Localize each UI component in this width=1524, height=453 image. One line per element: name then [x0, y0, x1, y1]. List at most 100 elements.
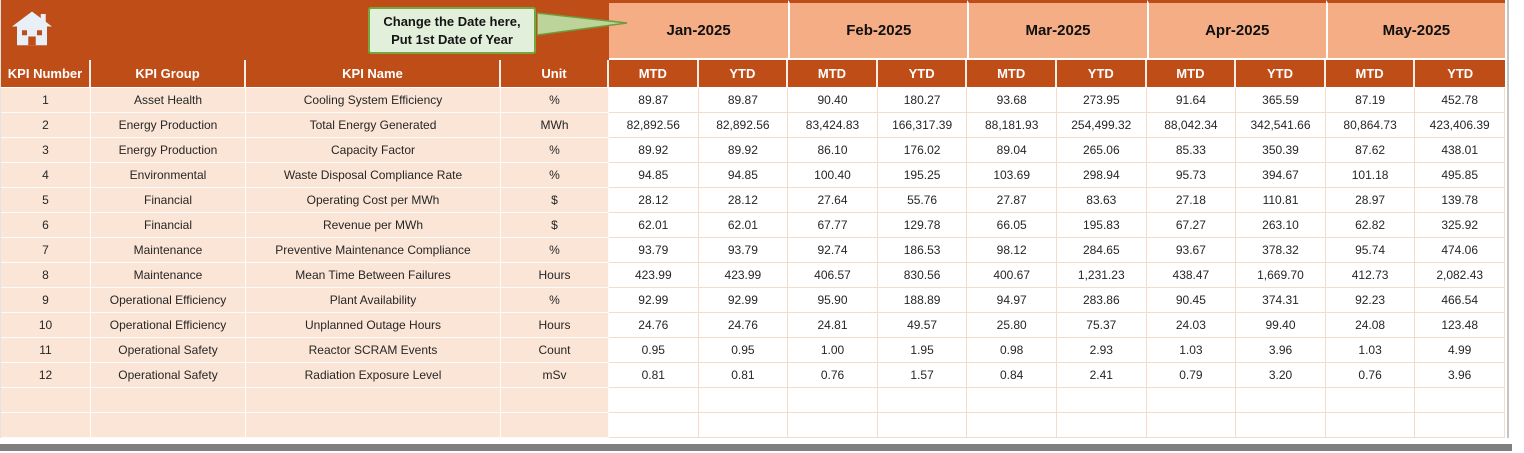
cell-value[interactable]: 94.85: [609, 163, 699, 188]
cell-value[interactable]: 89.92: [698, 138, 789, 163]
col-header-apr-ytd[interactable]: YTD: [1236, 60, 1326, 88]
cell-value[interactable]: 3.96: [1415, 363, 1505, 388]
cell-value[interactable]: 0.95: [698, 338, 789, 363]
cell-value[interactable]: 2.41: [1056, 363, 1147, 388]
cell-value[interactable]: 93.67: [1146, 238, 1237, 263]
cell-value[interactable]: 99.40: [1236, 313, 1326, 338]
cell-value[interactable]: 24.03: [1146, 313, 1237, 338]
cell-value[interactable]: 0.98: [967, 338, 1057, 363]
cell-value[interactable]: 92.99: [609, 288, 699, 313]
cell-value[interactable]: 67.27: [1146, 213, 1237, 238]
cell-value[interactable]: 1.57: [877, 363, 968, 388]
cell-value[interactable]: 27.18: [1146, 188, 1237, 213]
col-header-feb-ytd[interactable]: YTD: [877, 60, 968, 88]
cell-value[interactable]: 89.87: [698, 88, 789, 113]
cell-kpi-name[interactable]: Preventive Maintenance Compliance: [246, 238, 501, 263]
cell-value[interactable]: 89.04: [967, 138, 1057, 163]
cell-value[interactable]: 62.01: [609, 213, 699, 238]
col-header-mar-ytd[interactable]: YTD: [1056, 60, 1147, 88]
cell-value[interactable]: 374.31: [1236, 288, 1326, 313]
cell-value[interactable]: 110.81: [1236, 188, 1326, 213]
cell-value[interactable]: 254,499.32: [1056, 113, 1147, 138]
cell-kpi-name[interactable]: Revenue per MWh: [246, 213, 501, 238]
cell-unit[interactable]: %: [501, 163, 609, 188]
cell-value[interactable]: 412.73: [1325, 263, 1416, 288]
cell-value[interactable]: 25.80: [967, 313, 1057, 338]
cell-value[interactable]: 92.99: [698, 288, 789, 313]
cell-unit[interactable]: %: [501, 88, 609, 113]
cell-kpi-name[interactable]: Cooling System Efficiency: [246, 88, 501, 113]
cell-value[interactable]: 0.81: [698, 363, 789, 388]
cell-kpi-number[interactable]: 8: [1, 263, 91, 288]
cell-value[interactable]: 87.19: [1325, 88, 1416, 113]
cell-kpi-group[interactable]: Energy Production: [91, 138, 246, 163]
cell-value[interactable]: 438.01: [1415, 138, 1505, 163]
cell-value[interactable]: 89.87: [609, 88, 699, 113]
cell-value[interactable]: 82,892.56: [609, 113, 699, 138]
cell-value[interactable]: 90.40: [788, 88, 878, 113]
cell-unit[interactable]: %: [501, 288, 609, 313]
cell-value[interactable]: 123.48: [1415, 313, 1505, 338]
col-header-mar-mtd[interactable]: MTD: [967, 60, 1057, 88]
cell-value[interactable]: 82,892.56: [698, 113, 789, 138]
empty-cell[interactable]: [1056, 388, 1147, 413]
empty-cell[interactable]: [967, 388, 1057, 413]
cell-value[interactable]: 1.03: [1325, 338, 1416, 363]
col-header-apr-mtd[interactable]: MTD: [1146, 60, 1237, 88]
cell-value[interactable]: 88,181.93: [967, 113, 1057, 138]
cell-value[interactable]: 80,864.73: [1325, 113, 1416, 138]
cell-value[interactable]: 495.85: [1415, 163, 1505, 188]
cell-value[interactable]: 28.12: [698, 188, 789, 213]
cell-kpi-group[interactable]: Energy Production: [91, 113, 246, 138]
empty-cell[interactable]: [609, 388, 699, 413]
cell-unit[interactable]: %: [501, 238, 609, 263]
cell-value[interactable]: 55.76: [877, 188, 968, 213]
cell-value[interactable]: 0.95: [609, 338, 699, 363]
cell-value[interactable]: 265.06: [1056, 138, 1147, 163]
cell-value[interactable]: 2,082.43: [1415, 263, 1505, 288]
cell-value[interactable]: 283.86: [1056, 288, 1147, 313]
empty-cell[interactable]: [1056, 413, 1147, 438]
empty-cell[interactable]: [246, 413, 501, 438]
cell-value[interactable]: 1.03: [1146, 338, 1237, 363]
cell-kpi-number[interactable]: 1: [1, 88, 91, 113]
cell-value[interactable]: 3.96: [1236, 338, 1326, 363]
cell-unit[interactable]: Hours: [501, 313, 609, 338]
cell-value[interactable]: 67.77: [788, 213, 878, 238]
empty-cell[interactable]: [1415, 388, 1505, 413]
month-header-apr[interactable]: Apr-2025: [1146, 0, 1326, 60]
cell-value[interactable]: 95.90: [788, 288, 878, 313]
cell-value[interactable]: 474.06: [1415, 238, 1505, 263]
cell-value[interactable]: 423,406.39: [1415, 113, 1505, 138]
cell-value[interactable]: 2.93: [1056, 338, 1147, 363]
cell-kpi-name[interactable]: Total Energy Generated: [246, 113, 501, 138]
empty-cell[interactable]: [1146, 413, 1237, 438]
empty-cell[interactable]: [1236, 388, 1326, 413]
cell-value[interactable]: 27.64: [788, 188, 878, 213]
cell-kpi-name[interactable]: Unplanned Outage Hours: [246, 313, 501, 338]
cell-kpi-number[interactable]: 10: [1, 313, 91, 338]
cell-unit[interactable]: %: [501, 138, 609, 163]
cell-value[interactable]: 0.81: [609, 363, 699, 388]
cell-value[interactable]: 93.79: [698, 238, 789, 263]
cell-unit[interactable]: MWh: [501, 113, 609, 138]
cell-kpi-group[interactable]: Operational Safety: [91, 338, 246, 363]
cell-unit[interactable]: Hours: [501, 263, 609, 288]
cell-value[interactable]: 176.02: [877, 138, 968, 163]
cell-kpi-name[interactable]: Radiation Exposure Level: [246, 363, 501, 388]
cell-value[interactable]: 27.87: [967, 188, 1057, 213]
cell-kpi-name[interactable]: Plant Availability: [246, 288, 501, 313]
cell-value[interactable]: 438.47: [1146, 263, 1237, 288]
cell-value[interactable]: 66.05: [967, 213, 1057, 238]
cell-value[interactable]: 103.69: [967, 163, 1057, 188]
cell-value[interactable]: 0.79: [1146, 363, 1237, 388]
cell-value[interactable]: 1.00: [788, 338, 878, 363]
col-header-kpi-group[interactable]: KPI Group: [91, 60, 246, 88]
col-header-may-mtd[interactable]: MTD: [1325, 60, 1416, 88]
cell-kpi-name[interactable]: Reactor SCRAM Events: [246, 338, 501, 363]
cell-value[interactable]: 28.12: [609, 188, 699, 213]
cell-value[interactable]: 24.76: [609, 313, 699, 338]
empty-cell[interactable]: [877, 413, 968, 438]
col-header-kpi-number[interactable]: KPI Number: [1, 60, 91, 88]
cell-kpi-group[interactable]: Financial: [91, 188, 246, 213]
